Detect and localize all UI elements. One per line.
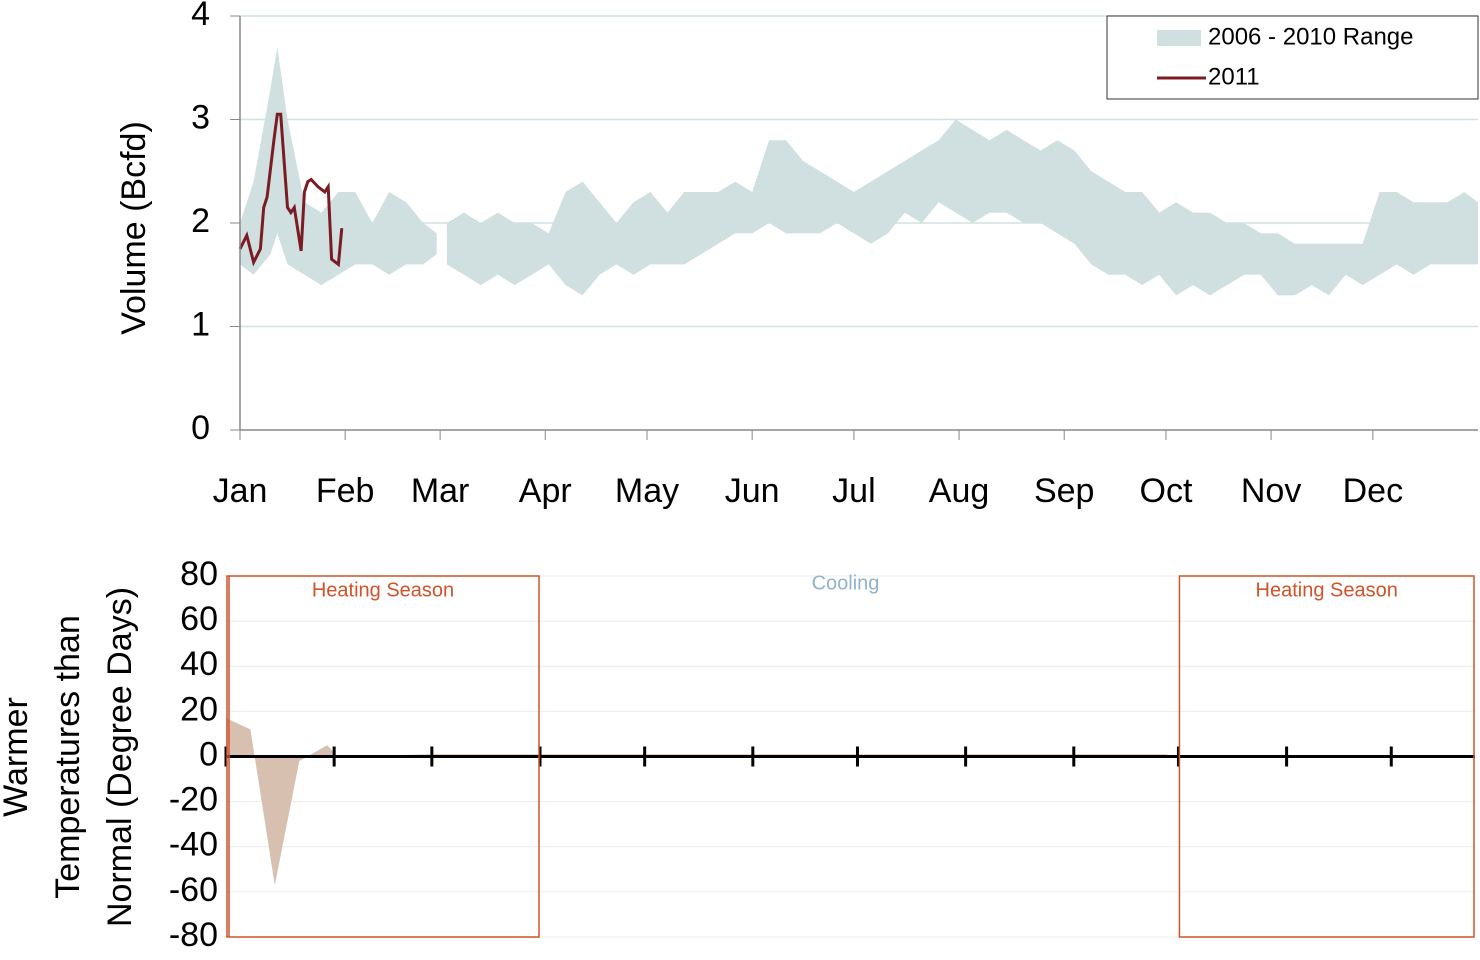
x-tick-label: Sep — [1034, 472, 1095, 510]
y-axis-label: Warmer — [0, 697, 35, 817]
x-tick-label: May — [615, 472, 679, 510]
range-area — [446, 119, 1478, 296]
x-tick-label: Feb — [316, 472, 375, 510]
y-tick-label: 0 — [191, 409, 210, 447]
x-tick-label: Jun — [725, 472, 780, 510]
season-label: Heating Season — [1256, 579, 1398, 601]
season-box — [1178, 575, 1475, 938]
y-tick-label: 2 — [191, 202, 210, 240]
x-tick-label: Dec — [1343, 472, 1403, 510]
y-axis-label: Temperatures than — [49, 615, 87, 899]
annotation: Cooling — [812, 572, 880, 594]
x-tick-label: Apr — [519, 472, 572, 510]
season-label: Heating Season — [312, 579, 454, 601]
legend-label: 2006 - 2010 Range — [1208, 23, 1414, 50]
x-tick-label: Oct — [1140, 472, 1193, 510]
y-tick-label: -80 — [169, 916, 218, 954]
y-tick-label: 80 — [180, 555, 218, 593]
legend-label: 2011 — [1208, 63, 1260, 90]
y-tick-label: -60 — [169, 871, 218, 909]
x-tick-label: Jul — [832, 472, 875, 510]
x-tick-label: Aug — [929, 472, 990, 510]
y-tick-label: -20 — [169, 781, 218, 819]
legend-box — [1106, 15, 1479, 100]
x-tick-label: Jan — [213, 472, 268, 510]
line — [238, 112, 344, 268]
y-tick-label: 0 — [199, 735, 218, 773]
y-tick-label: 60 — [180, 600, 218, 638]
y-tick-label: 20 — [180, 690, 218, 728]
x-tick-label: Nov — [1241, 472, 1301, 510]
y-tick-label: -40 — [169, 826, 218, 864]
y-tick-label: 1 — [191, 305, 210, 343]
y-axis-label: Normal (Degree Days) — [101, 587, 139, 927]
season-box — [226, 575, 540, 938]
x-tick-label: Mar — [411, 472, 470, 510]
range-area — [240, 47, 437, 286]
y-tick-label: 40 — [180, 645, 218, 683]
y-axis-label: Volume (Bcfd) — [115, 121, 153, 335]
y-tick-label: 4 — [191, 0, 210, 33]
y-tick-label: 3 — [191, 98, 210, 136]
legend-swatch — [1157, 30, 1201, 46]
